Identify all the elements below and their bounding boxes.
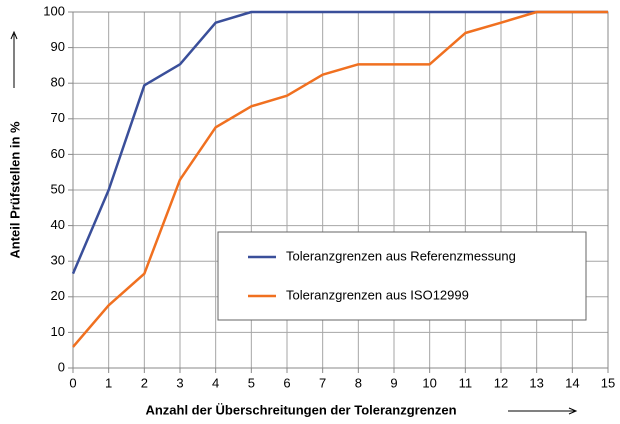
x-tick-label: 5	[248, 375, 255, 390]
y-tick-label: 50	[51, 181, 65, 196]
y-tick-label: 60	[51, 146, 65, 161]
y-tick-label: 30	[51, 253, 65, 268]
y-tick-label: 20	[51, 288, 65, 303]
x-tick-label: 10	[422, 375, 436, 390]
x-tick-label: 2	[141, 375, 148, 390]
legend-label: Toleranzgrenzen aus Referenzmessung	[286, 248, 516, 263]
y-tick-label: 10	[51, 324, 65, 339]
x-tick-label: 3	[176, 375, 183, 390]
series-line	[72, 10, 608, 348]
y-tick-label: 90	[51, 39, 65, 54]
x-arrow	[508, 407, 578, 415]
series-line	[71, 10, 608, 275]
x-tick-label: 12	[494, 375, 508, 390]
x-tick-label: 14	[565, 375, 579, 390]
y-arrow	[10, 30, 18, 88]
x-tick-label: 6	[283, 375, 290, 390]
y-tick-label: 70	[51, 110, 65, 125]
legend-label: Toleranzgrenzen aus ISO12999	[286, 287, 469, 302]
legend-box	[217, 231, 587, 321]
y-tick-label: 80	[51, 75, 65, 90]
x-axis-title: Anzahl der Überschreitungen der Toleranz…	[145, 402, 456, 417]
x-tick-label: 13	[529, 375, 543, 390]
x-tick-label: 1	[105, 375, 112, 390]
x-tick-label: 9	[390, 375, 397, 390]
x-tick-label: 4	[212, 375, 219, 390]
y-tick-label: 0	[58, 359, 65, 374]
x-tick-label: 7	[319, 375, 326, 390]
x-tick-label: 11	[459, 375, 473, 390]
x-tick-label: 0	[69, 375, 76, 390]
y-tick-label: 40	[51, 217, 65, 232]
y-axis-title: Anteil Prüfstellen in %	[7, 121, 22, 259]
x-tick-label: 15	[601, 375, 615, 390]
y-tick-label: 100	[43, 3, 65, 18]
x-tick-label: 8	[355, 375, 362, 390]
